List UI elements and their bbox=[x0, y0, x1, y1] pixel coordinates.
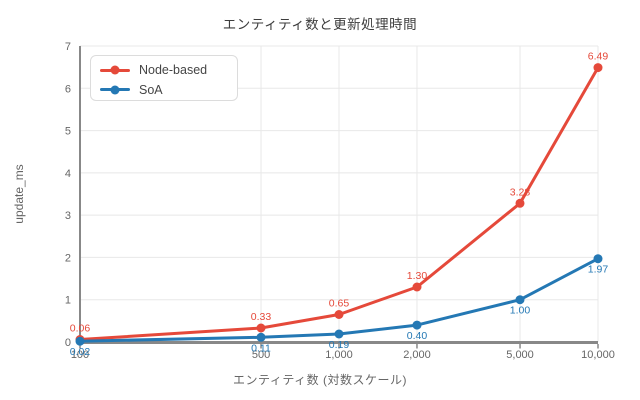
x-tick-label: 1,000 bbox=[325, 349, 353, 361]
x-tick-label: 10,000 bbox=[581, 349, 615, 361]
line-marker-icon bbox=[100, 65, 130, 75]
legend-item-node-based[interactable]: Node-based bbox=[100, 61, 237, 80]
line-marker-icon bbox=[100, 85, 130, 95]
data-point-label: 1.30 bbox=[407, 270, 428, 282]
data-point-label: 6.49 bbox=[588, 51, 609, 63]
data-point bbox=[334, 310, 344, 319]
data-point bbox=[334, 329, 344, 339]
y-tick-label: 5 bbox=[65, 126, 71, 138]
data-point-label: 1.00 bbox=[510, 305, 531, 317]
data-point-label: 0.40 bbox=[407, 330, 428, 342]
data-point bbox=[412, 282, 422, 292]
y-tick-label: 4 bbox=[65, 168, 71, 180]
data-point-label: 1.97 bbox=[588, 264, 609, 276]
data-point bbox=[412, 320, 422, 330]
data-point bbox=[515, 198, 525, 208]
x-tick-label: 5,000 bbox=[506, 349, 534, 361]
data-point bbox=[256, 332, 266, 342]
data-point-label: 0.33 bbox=[251, 311, 272, 323]
x-tick-label: 2,000 bbox=[403, 349, 431, 361]
chart-title: エンティティ数と更新処理時間 bbox=[222, 17, 418, 32]
series-line-node-based bbox=[78, 66, 600, 341]
y-tick-label: 6 bbox=[65, 83, 71, 95]
data-point bbox=[256, 323, 266, 333]
x-axis-title: エンティティ数 (対数スケール) bbox=[233, 373, 407, 387]
legend-label-soa: SoA bbox=[139, 82, 163, 97]
x-tick-label: 100 bbox=[71, 349, 89, 361]
y-tick-label: 2 bbox=[65, 252, 71, 264]
data-point bbox=[75, 336, 85, 346]
x-tick-label: 500 bbox=[252, 349, 270, 361]
y-tick-label: 0 bbox=[65, 337, 71, 349]
legend-item-soa[interactable]: SoA bbox=[100, 80, 237, 99]
data-point-label: 0.11 bbox=[251, 342, 271, 354]
data-point bbox=[593, 254, 603, 264]
data-point bbox=[515, 295, 525, 305]
y-tick-label: 7 bbox=[65, 41, 71, 53]
y-tick-label: 1 bbox=[65, 295, 71, 307]
data-point-label: 0.06 bbox=[70, 323, 91, 335]
legend-label-node-based: Node-based bbox=[139, 63, 208, 78]
legend: Node-based SoA bbox=[90, 55, 238, 101]
y-tick-label: 3 bbox=[65, 210, 71, 222]
series-line-soa bbox=[78, 257, 600, 343]
data-point-label: 0.65 bbox=[329, 298, 350, 310]
data-point-label: 3.28 bbox=[510, 186, 531, 198]
data-point-label: 0.19 bbox=[329, 339, 350, 351]
data-point bbox=[593, 63, 603, 73]
data-point-label: 0.02 bbox=[70, 346, 91, 358]
